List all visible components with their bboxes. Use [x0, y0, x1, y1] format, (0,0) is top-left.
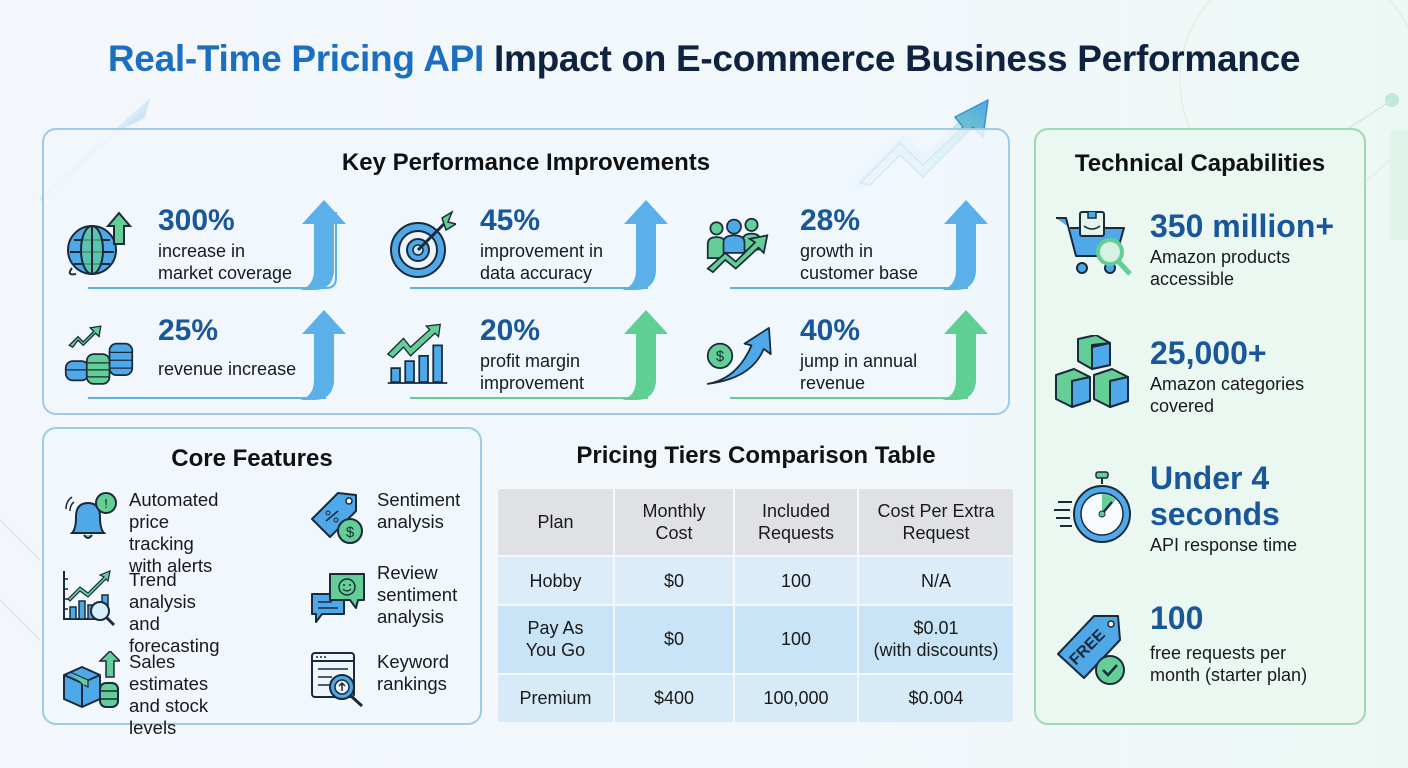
tech-categories: 25,000+ Amazon categories covered: [1054, 335, 1354, 425]
tech-value: Under 4 seconds: [1150, 460, 1280, 532]
kpi-panel-title: Key Performance Improvements: [341, 149, 711, 176]
feature-label: Sentiment analysis: [377, 489, 461, 532]
up-arrow-icon: [730, 200, 988, 290]
feature-label: Trend analysis and forecasting: [129, 569, 220, 656]
up-arrow-icon: [410, 200, 668, 290]
bell-alert-icon: !: [65, 492, 117, 539]
tech-description: API response time: [1150, 535, 1298, 555]
tech-description: Amazon categories covered: [1150, 374, 1305, 416]
kpi-description: growth in customer base: [800, 241, 919, 283]
kpi-value: 45%: [480, 204, 541, 237]
table-row: Premium $400 100,000 $0.004: [498, 674, 1013, 722]
coin-stacks-icon: [64, 325, 134, 385]
price-tag-dollar-icon: $: [311, 492, 363, 544]
cell-plan: Pay As You Go: [498, 606, 613, 673]
column-header-monthly-cost: Monthly Cost: [615, 489, 733, 555]
target-icon: [390, 210, 456, 278]
core-features-title: Core Features: [171, 445, 333, 472]
pricing-table-title: Pricing Tiers Comparison Table: [576, 442, 936, 469]
column-header-cost-per-extra: Cost Per Extra Request: [859, 489, 1013, 555]
svg-text:$: $: [346, 524, 355, 541]
table-header-row: Plan Monthly Cost Included Requests Cost P…: [498, 489, 1013, 555]
kpi-customer-base: 28% growth in customer base: [686, 200, 988, 300]
table-row: Pay As You Go $0 100 $0.01 (with discounts…: [498, 606, 1013, 673]
tech-panel-title: Technical Capabilities: [1074, 150, 1326, 177]
svg-text:$: $: [716, 349, 725, 365]
tech-products: 350 million+ Amazon products accessible: [1054, 208, 1354, 298]
kpi-value: 28%: [800, 204, 861, 237]
kpi-value: 25%: [158, 314, 219, 347]
kpi-data-accuracy: 45% improvement in data accuracy: [366, 200, 668, 300]
tech-description: free requests per month (starter plan): [1150, 643, 1308, 685]
kpi-annual-revenue: $ 40% jump in annual revenue: [686, 310, 988, 410]
cell-plan: Hobby: [498, 557, 613, 605]
up-arrow-icon: [410, 310, 668, 400]
bar-chart-growth-icon: [386, 323, 448, 384]
customers-growth-icon: [706, 217, 769, 274]
feature-label: Sales estimates and stock levels: [129, 651, 209, 738]
feature-label: Automated price tracking with alerts: [129, 489, 219, 576]
cell-included-requests: 100,000: [735, 674, 857, 722]
technical-capabilities-panel: Technical Capabilities 350 million+ Amaz…: [1034, 128, 1366, 725]
trend-chart-search-icon: [63, 570, 116, 627]
core-features-panel: Core Features ! Automated price tracking …: [42, 427, 482, 738]
kpi-description: jump in annual revenue: [800, 351, 918, 393]
free-tag-icon: FREE: [1057, 615, 1125, 685]
kpi-description: profit margin improvement: [480, 351, 585, 393]
cell-monthly-cost: $0: [615, 557, 733, 605]
key-performance-panel: Key Performance Improvements 300% increa…: [42, 128, 1010, 415]
tech-description: Amazon products accessible: [1150, 247, 1291, 289]
title-accent: Real-Time Pricing API: [107, 38, 485, 79]
kpi-description: increase in market coverage: [158, 241, 293, 283]
up-arrow-icon: [88, 200, 346, 290]
tech-value: 25,000+: [1150, 335, 1267, 371]
cell-plan: Premium: [498, 674, 613, 722]
kpi-value: 300%: [158, 204, 235, 237]
stopwatch-icon: [1054, 471, 1131, 543]
cell-included-requests: 100: [735, 606, 857, 673]
cell-monthly-cost: $0: [615, 606, 733, 673]
tech-value: 100: [1150, 600, 1204, 636]
column-header-plan: Plan: [498, 489, 613, 555]
keyword-search-icon: [311, 652, 364, 708]
tech-value: 350 million+: [1150, 208, 1335, 244]
up-arrow-icon: [730, 310, 988, 400]
globe-up-icon: [67, 211, 133, 276]
kpi-revenue-increase: 25% revenue increase: [44, 310, 346, 410]
feature-label: Review sentiment analysis: [377, 562, 458, 627]
svg-text:!: !: [104, 496, 108, 511]
cell-monthly-cost: $400: [615, 674, 733, 722]
kpi-profit-margin: 20% profit margin improvement: [366, 310, 668, 410]
dollar-arrow-icon: $: [706, 327, 772, 385]
cell-cost-per-extra: $0.004: [859, 674, 1013, 722]
tech-free-requests: FREE 100 free requests per month (starter…: [1054, 600, 1354, 700]
cell-cost-per-extra: N/A: [859, 557, 1013, 605]
pricing-table: Plan Monthly Cost Included Requests Cost P…: [496, 487, 1015, 724]
box-stock-icon: [63, 651, 120, 708]
up-arrow-icon: [88, 310, 346, 400]
review-chat-icon: [311, 573, 365, 623]
feature-label: Keyword rankings: [377, 651, 449, 694]
table-row: Hobby $0 100 N/A: [498, 557, 1013, 605]
kpi-value: 40%: [800, 314, 861, 347]
kpi-description: improvement in data accuracy: [480, 241, 604, 283]
kpi-value: 20%: [480, 314, 541, 347]
kpi-market-coverage: 300% increase in market coverage: [44, 200, 346, 300]
boxes-icon: [1055, 335, 1129, 408]
cart-search-icon: [1056, 211, 1132, 276]
page-title: Real-Time Pricing API Impact on E-commer…: [0, 38, 1408, 80]
column-header-included-requests: Included Requests: [735, 489, 857, 555]
kpi-description: revenue increase: [158, 359, 297, 379]
tech-response-time: Under 4 seconds API response time: [1054, 460, 1354, 560]
title-rest: Impact on E-commerce Business Performanc…: [494, 38, 1301, 79]
cell-cost-per-extra: $0.01 (with discounts): [859, 606, 1013, 673]
cell-included-requests: 100: [735, 557, 857, 605]
